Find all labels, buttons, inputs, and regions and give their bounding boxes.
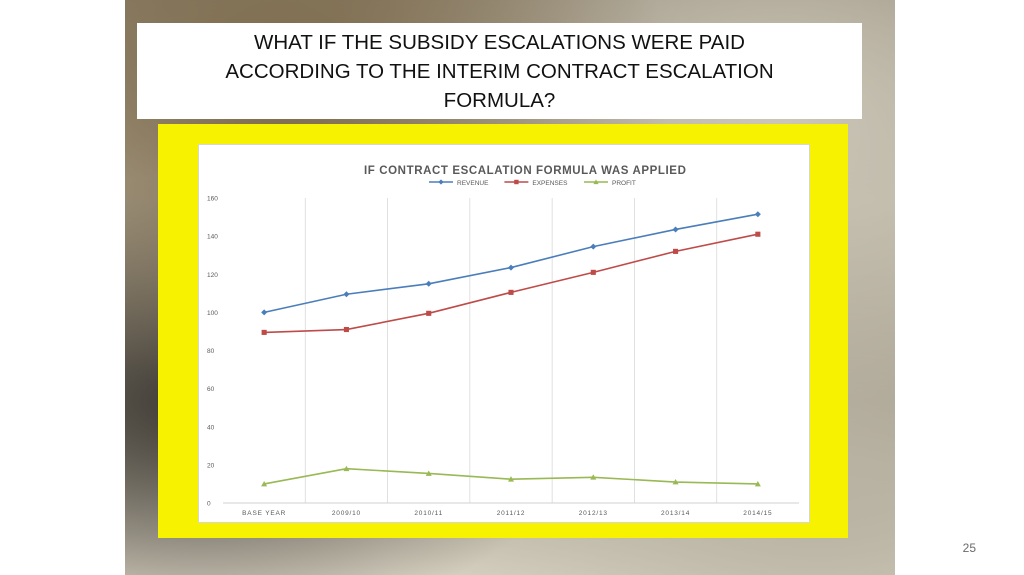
chart-title: IF CONTRACT ESCALATION FORMULA WAS APPLI… bbox=[364, 165, 686, 177]
data-point-revenue bbox=[672, 226, 679, 233]
y-tick-label: 80 bbox=[207, 348, 215, 355]
line-chart: IF CONTRACT ESCALATION FORMULA WAS APPLI… bbox=[207, 165, 799, 517]
data-point-profit bbox=[590, 474, 597, 480]
x-tick-label: 2014/15 bbox=[743, 510, 772, 517]
y-tick-label: 140 bbox=[207, 234, 218, 241]
y-tick-label: 0 bbox=[207, 501, 211, 508]
series-line-expenses bbox=[264, 233, 759, 334]
data-point-expenses bbox=[508, 289, 514, 295]
data-point-revenue bbox=[508, 264, 514, 271]
data-point-profit bbox=[343, 465, 350, 472]
x-tick-label: 2009/10 bbox=[332, 510, 361, 517]
data-point-profit bbox=[425, 470, 432, 476]
data-point-revenue bbox=[343, 291, 350, 298]
y-tick-label: 160 bbox=[207, 196, 218, 203]
legend-marker bbox=[514, 179, 519, 185]
data-point-revenue bbox=[261, 309, 268, 316]
data-point-revenue bbox=[754, 211, 761, 218]
chart-panel: IF CONTRACT ESCALATION FORMULA WAS APPLI… bbox=[198, 144, 810, 523]
data-point-profit bbox=[754, 480, 761, 487]
title-box: WHAT IF THE SUBSIDY ESCALATIONS WERE PAI… bbox=[137, 23, 862, 119]
legend-marker bbox=[438, 179, 444, 185]
x-tick-label: 2013/14 bbox=[661, 510, 690, 517]
legend-label: REVENUE bbox=[457, 180, 489, 187]
page-number: 25 bbox=[962, 541, 976, 555]
series-line-revenue bbox=[263, 213, 759, 314]
y-tick-label: 120 bbox=[207, 272, 218, 279]
x-tick-label: 2010/11 bbox=[414, 510, 443, 517]
legend-marker bbox=[593, 179, 599, 185]
slide-title: WHAT IF THE SUBSIDY ESCALATIONS WERE PAI… bbox=[225, 30, 774, 112]
data-point-revenue bbox=[425, 280, 432, 287]
y-tick-label: 100 bbox=[207, 310, 218, 317]
data-point-expenses bbox=[426, 310, 432, 316]
data-point-profit bbox=[261, 480, 268, 487]
data-point-expenses bbox=[755, 231, 761, 237]
x-tick-label: 2012/13 bbox=[579, 510, 608, 517]
data-point-revenue bbox=[590, 243, 597, 250]
legend-label: EXPENSES bbox=[532, 180, 568, 187]
y-tick-label: 60 bbox=[207, 386, 215, 393]
data-point-expenses bbox=[673, 248, 679, 254]
data-point-profit bbox=[672, 479, 679, 485]
x-tick-label: BASE YEAR bbox=[242, 510, 286, 517]
data-point-profit bbox=[508, 476, 514, 482]
x-tick-label: 2011/12 bbox=[497, 510, 526, 517]
data-point-expenses bbox=[343, 326, 349, 333]
legend-label: PROFIT bbox=[612, 180, 636, 187]
y-tick-label: 20 bbox=[207, 462, 215, 469]
data-point-expenses bbox=[590, 269, 596, 275]
data-point-expenses bbox=[261, 329, 267, 335]
y-tick-label: 40 bbox=[207, 424, 215, 431]
